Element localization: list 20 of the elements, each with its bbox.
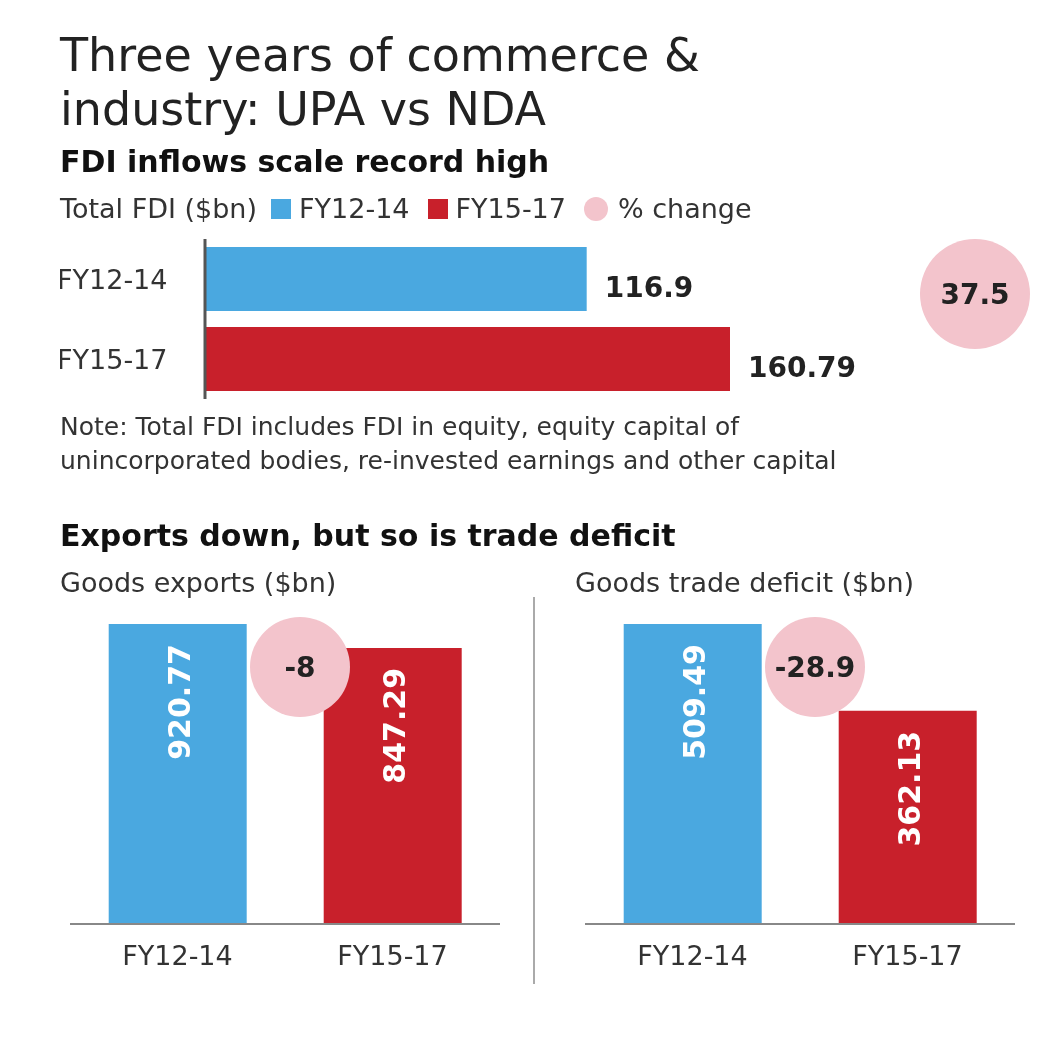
y-axis-title: Goods trade deficit ($bn) (574, 567, 916, 598)
x-tick-label: FY15-17 (852, 940, 963, 972)
chart-title: Three years of commerce & industry: UPA vs NDA (60, 28, 700, 136)
x-tick-label: FY15-17 (337, 940, 448, 972)
data-label: 920.77 (161, 644, 197, 760)
data-label: 847.29 (376, 667, 412, 784)
data-label: 362.13 (891, 730, 927, 847)
x-axis-title: Total FDI ($bn) (60, 193, 258, 224)
data-label: 160.79 (748, 351, 857, 384)
y-axis-title: Goods exports ($bn) (60, 567, 338, 598)
chart-subtitle: FDI inflows scale record high (60, 144, 551, 179)
x-tick-label: FY12-14 (122, 940, 233, 972)
chart-title: Exports down, but so is trade deficit (60, 518, 677, 553)
text: % change (617, 193, 752, 224)
data-label: 509.49 (676, 644, 712, 760)
data-label: 116.9 (604, 271, 694, 304)
text: Note: Total FDI includes FDI in equity, equity capital of unincorporated bodies, re-invested earnings and other capital (60, 411, 838, 477)
x-tick-label: FY12-14 (637, 940, 748, 972)
legend-label: FY15-17 (454, 193, 566, 224)
legend-label: FY12-14 (298, 193, 410, 224)
